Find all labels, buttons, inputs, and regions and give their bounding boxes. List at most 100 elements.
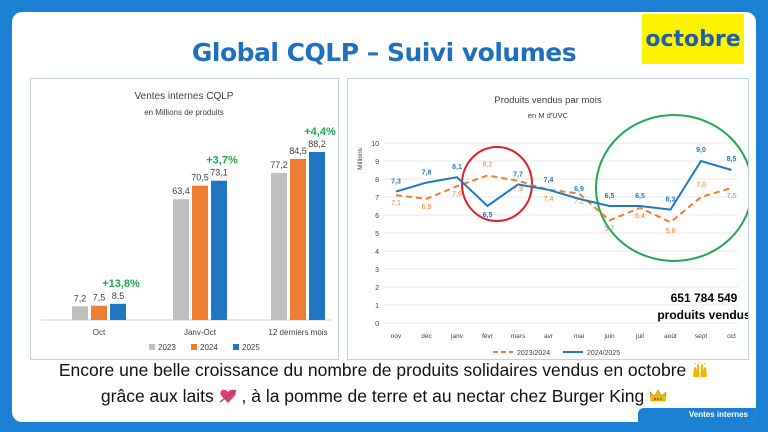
y-tick-5: 5 (375, 231, 379, 238)
data-label-2023/2024-3: 8,2 (483, 161, 493, 168)
bar-2024-1 (192, 185, 208, 320)
bar-label-2023-2: 77,2 (270, 160, 288, 170)
annotation-line-1: 651 784 549 (671, 291, 738, 305)
legend-swatch-2023 (149, 344, 155, 350)
data-label-2023/2024-4: 7,9 (513, 186, 523, 193)
data-label-2024/2025-9: 6,3 (666, 197, 676, 204)
series-line-2024/2025 (395, 159, 732, 211)
bar-2025-2 (309, 151, 325, 320)
series-line-2023/2024 (395, 174, 732, 224)
category-label-0: Oct (93, 328, 106, 337)
line-chart-panel: Produits vendus par mois en M d'UVC 0 1 2 3 4 5… (347, 78, 749, 360)
y-tick-3: 3 (375, 267, 379, 274)
caption-text-2b: , à la pomme de terre et au nectar chez … (241, 386, 645, 406)
caption-line-1: Encore une belle croissance du nombre de… (12, 357, 756, 383)
y-tick-9: 9 (375, 159, 379, 166)
caption: Encore une belle croissance du nombre de… (12, 357, 756, 409)
y-tick-10: 10 (371, 141, 379, 148)
data-label-2024/2025-4: 7,7 (513, 171, 523, 178)
x-tick-5: avr (544, 333, 554, 340)
y-axis-label: Millions (357, 147, 364, 169)
data-label-2023/2024-7: 5,7 (605, 225, 615, 232)
bar-2023-0 (72, 306, 88, 320)
bar-label-2024-0: 7,5 (93, 293, 106, 303)
chart-subtitle: en Millions de produits (144, 108, 224, 117)
x-tick-11: oct (727, 333, 736, 340)
bar-label-2023-1: 63,4 (172, 186, 190, 196)
growth-label-1: +3,7% (206, 155, 238, 167)
caption-text-2a: grâce aux laits (100, 386, 214, 406)
data-label-2023/2024-2: 7,6 (452, 191, 462, 198)
footer-label: Ventes internes (638, 408, 756, 422)
bar-label-2024-1: 70,5 (191, 173, 209, 183)
x-tick-3: févr (482, 333, 494, 340)
data-label-2024/2025-8: 6,5 (635, 193, 645, 200)
legend-label-2023: 2023 (158, 343, 176, 352)
data-label-2024/2025-2: 8,1 (452, 164, 462, 171)
data-label-2024/2025-1: 7,8 (422, 170, 432, 177)
data-label-2023/2024-1: 6,9 (422, 204, 432, 211)
legend-label-2024/2025: 2024/2025 (587, 350, 620, 357)
bar-chart: Ventes internes CQLP en Millions de produ… (41, 91, 336, 352)
y-tick-2: 2 (375, 285, 379, 292)
y-tick-0: 0 (375, 321, 379, 328)
legend-swatch-2024 (191, 344, 197, 350)
data-label-2024/2025-5: 7,4 (544, 177, 554, 184)
month-badge: octobre (642, 14, 744, 64)
bar-label-2025-1: 73,1 (210, 168, 228, 178)
growth-label-0: +13,8% (102, 278, 140, 290)
x-tick-1: déc (421, 333, 432, 340)
legend-label-2023/2024: 2023/2024 (517, 350, 550, 357)
growth-label-2: +4,4% (304, 126, 336, 138)
bar-2024-2 (290, 159, 306, 320)
data-label-2023/2024-10: 7,0 (696, 182, 706, 189)
highlight-circle-red (461, 146, 533, 222)
data-label-2024/2025-7: 6,5 (605, 193, 615, 200)
x-tick-9: août (664, 333, 677, 340)
caption-text-1: Encore une belle croissance du nombre de… (58, 360, 687, 380)
y-tick-1: 1 (375, 303, 379, 310)
y-tick-8: 8 (375, 177, 379, 184)
data-label-2023/2024-5: 7,4 (544, 196, 554, 203)
slide: Global CQLP – Suivi volumes octobre Vent… (12, 12, 756, 422)
data-label-2024/2025-3: 6,5 (483, 212, 493, 219)
data-label-2023/2024-11: 7,5 (727, 193, 737, 200)
caption-line-2: grâce aux laits , à la pomme de terre et… (12, 383, 756, 409)
chart-subtitle: en M d'UVC (528, 111, 569, 120)
annotation-line-2: produits vendus (657, 308, 748, 322)
x-tick-7: juin (603, 333, 615, 340)
page-title: Global CQLP – Suivi volumes (191, 38, 577, 67)
bar-chart-panel: Ventes internes CQLP en Millions de produ… (30, 78, 339, 360)
bar-2023-1 (173, 199, 189, 320)
x-tick-8: juil (635, 333, 645, 340)
y-tick-4: 4 (375, 249, 379, 256)
bar-2025-0 (110, 303, 126, 320)
x-tick-2: janv (450, 333, 464, 340)
data-label-2024/2025-11: 8,5 (727, 156, 737, 163)
bar-2024-0 (91, 305, 107, 320)
chart-title: Produits vendus par mois (494, 95, 601, 106)
raised-hands-icon (693, 362, 708, 377)
y-tick-6: 6 (375, 213, 379, 220)
x-tick-10: sept (695, 333, 707, 340)
data-label-2023/2024-9: 5,6 (666, 228, 676, 235)
legend-label-2025: 2025 (242, 343, 260, 352)
bar-label-2025-2: 88,2 (308, 139, 326, 149)
x-tick-0: nov (391, 333, 402, 340)
bar-2023-2 (271, 172, 287, 320)
bar-2025-1 (211, 180, 227, 320)
data-label-2024/2025-6: 6,9 (574, 186, 584, 193)
legend-swatch-2025 (233, 344, 239, 350)
crown-icon (649, 389, 667, 402)
bar-label-2025-0: 8,5 (112, 291, 125, 301)
data-label-2023/2024-6: 7,2 (574, 198, 584, 205)
data-label-2023/2024-0: 7,1 (391, 200, 401, 207)
highlight-circle-green (595, 114, 748, 262)
x-tick-6: mai (574, 333, 584, 340)
data-label-2023/2024-8: 6,4 (635, 213, 645, 220)
line-chart: Produits vendus par mois en M d'UVC 0 1 2 3 4 5… (357, 95, 748, 357)
bar-label-2023-0: 7,2 (74, 293, 87, 303)
y-tick-7: 7 (375, 195, 379, 202)
category-label-1: Janv-Oct (184, 328, 217, 337)
